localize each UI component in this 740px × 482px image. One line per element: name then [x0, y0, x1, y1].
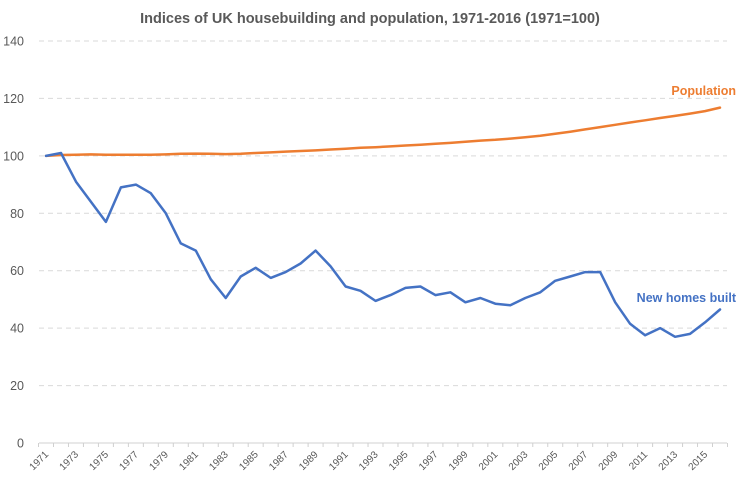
y-tick-label: 100 [3, 149, 24, 163]
x-tick-label: 1971 [28, 449, 52, 473]
x-tick-label: 2003 [507, 449, 531, 473]
x-tick-label: 1997 [417, 449, 441, 473]
population-line [44, 106, 722, 158]
new-homes-series-label: New homes built [637, 291, 737, 305]
x-tick-label: 1987 [267, 449, 291, 473]
x-tick-label: 2013 [657, 449, 681, 473]
y-tick-label: 80 [10, 207, 24, 221]
new-homes-line [44, 151, 722, 339]
gridlines [39, 40, 727, 387]
x-tick-label: 1973 [58, 449, 82, 473]
x-tick-label: 1977 [117, 449, 141, 473]
x-tick-label: 2015 [687, 449, 711, 473]
population-series-label: Population [671, 84, 736, 98]
x-tick-label: 1999 [447, 449, 471, 473]
series-lines [44, 106, 722, 339]
y-tick-label: 0 [17, 437, 24, 451]
x-tick-label: 2007 [567, 449, 591, 473]
y-tick-label: 20 [10, 379, 24, 393]
x-tick-label: 1993 [357, 449, 381, 473]
y-tick-label: 40 [10, 322, 24, 336]
x-tick-label: 2005 [537, 449, 561, 473]
x-tick-label: 1975 [88, 449, 112, 473]
x-tick-label: 1985 [237, 449, 261, 473]
x-tick-label: 1991 [327, 449, 351, 473]
y-axis-ticks: 0 20 40 60 80 100 120 140 [3, 35, 24, 451]
x-tick-label: 2011 [627, 449, 650, 472]
x-tick-label: 1981 [177, 449, 201, 473]
x-tick-label: 1989 [297, 449, 321, 473]
y-tick-label: 120 [3, 92, 24, 106]
chart-title: Indices of UK housebuilding and populati… [140, 11, 600, 27]
y-tick-label: 140 [3, 35, 24, 49]
x-tick-label: 1983 [207, 449, 231, 473]
x-axis-ticks: 1971 1973 1975 1977 1979 1981 1983 1985 1987 1989… [28, 443, 728, 473]
x-tick-label: 2009 [597, 449, 621, 473]
x-tick-label: 1979 [147, 449, 171, 473]
y-tick-label: 60 [10, 264, 24, 278]
x-tick-label: 1995 [387, 449, 411, 473]
x-tick-label: 2001 [477, 449, 501, 473]
